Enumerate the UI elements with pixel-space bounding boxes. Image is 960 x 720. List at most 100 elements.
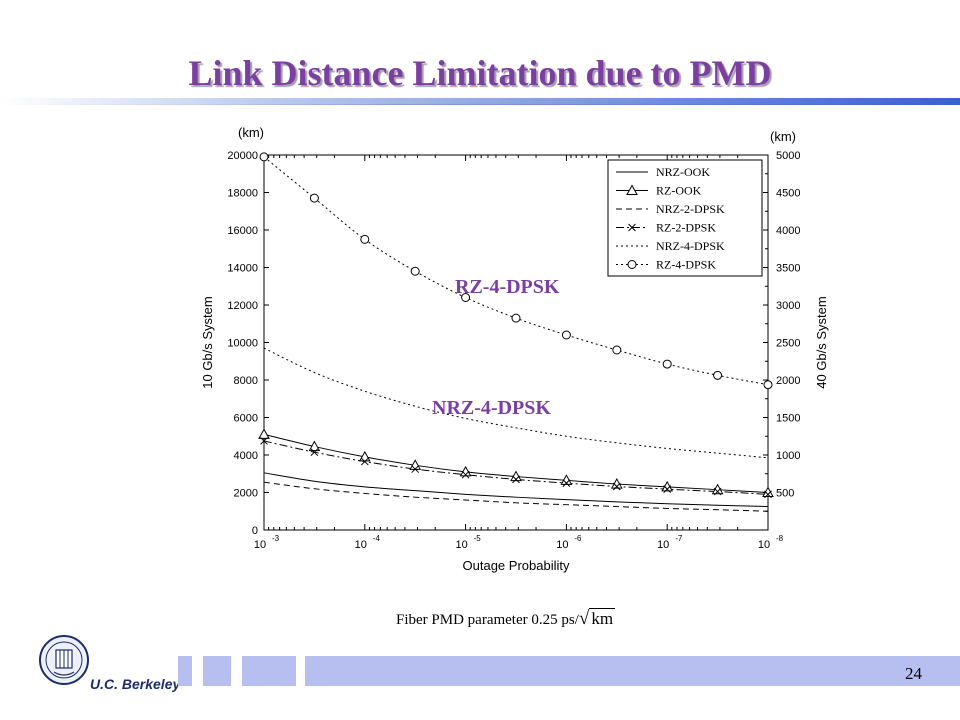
y-right-tick-label: 1500 bbox=[776, 413, 800, 425]
uc-berkeley-seal-icon bbox=[39, 635, 89, 685]
series-marker-rz-4-dpsk bbox=[461, 293, 471, 302]
annotation-label: NRZ-4-DPSK bbox=[432, 397, 551, 419]
series-marker-rz-4-dpsk bbox=[561, 330, 571, 340]
caption-sqrt-km: km bbox=[589, 608, 616, 628]
y-right-tick-label: 1000 bbox=[776, 450, 800, 462]
uc-berkeley-logo-text: U.C. Berkeley bbox=[90, 676, 181, 692]
y-left-tick-label: 4000 bbox=[234, 450, 258, 462]
x-tick-exponent: -5 bbox=[474, 534, 482, 543]
series-marker-rz-4-dpsk bbox=[713, 370, 723, 380]
legend-box bbox=[607, 159, 763, 277]
fiber-pmd-caption: Fiber PMD parameter 0.25 ps/√ km bbox=[396, 608, 616, 630]
series-marker-rz-4-dpsk bbox=[259, 152, 269, 162]
series-marker-rz-4-dpsk bbox=[662, 359, 672, 369]
x-tick-label: 10 bbox=[556, 539, 568, 551]
y-right-unit: (km) bbox=[770, 129, 796, 144]
series-marker-rz-ook bbox=[510, 470, 522, 482]
series-marker-rz-4-dpsk bbox=[410, 266, 420, 276]
x-tick-label: 10 bbox=[758, 539, 770, 551]
chart-axes bbox=[263, 154, 769, 531]
series-line-rz-ook bbox=[263, 433, 769, 493]
y-right-tick-label: 4500 bbox=[776, 188, 800, 200]
title-underline bbox=[0, 98, 960, 104]
chart-labels: 0 2000 4000 6000 8000 10000 12000 14000 16000 180… bbox=[200, 125, 829, 573]
y-left-tick-label: 12000 bbox=[227, 300, 258, 312]
sqrt-symbol: √ bbox=[578, 608, 590, 629]
footer-block-2 bbox=[203, 656, 231, 686]
series-marker-rz-4-dpsk bbox=[360, 234, 370, 244]
series-marker-rz-4-dpsk bbox=[309, 193, 319, 203]
series-marker-rz-4-dpsk bbox=[612, 345, 622, 355]
y-left-tick-label: 6000 bbox=[234, 413, 258, 425]
legend-label: RZ-4-DPSK bbox=[656, 258, 716, 272]
y-left-tick-label: 18000 bbox=[227, 188, 258, 200]
series-marker-rz-4-dpsk bbox=[511, 313, 521, 323]
series-line-rz-2-dpsk bbox=[263, 440, 769, 495]
y-left-tick-label: 14000 bbox=[227, 263, 258, 275]
x-tick-exponent: -3 bbox=[272, 534, 280, 543]
y-left-tick-label: 20000 bbox=[227, 150, 258, 162]
series-marker-rz-ook bbox=[308, 440, 321, 452]
annotation-label: RZ-4-DPSK bbox=[455, 276, 560, 298]
legend-marker-rz-2-dpsk bbox=[628, 223, 636, 232]
legend-label: RZ-2-DPSK bbox=[656, 221, 716, 235]
series-marker-rz-2-dpsk bbox=[562, 479, 571, 487]
x-tick-exponent: -8 bbox=[776, 534, 784, 543]
x-tick-label: 10 bbox=[355, 539, 367, 551]
footer-block-3 bbox=[242, 656, 296, 686]
y-left-unit: (km) bbox=[238, 125, 264, 140]
y-left-tick-label: 10000 bbox=[227, 338, 258, 350]
legend-label: NRZ-OOK bbox=[656, 165, 710, 179]
pmd-chart: 0 2000 4000 6000 8000 10000 12000 14000 16000 180… bbox=[200, 125, 829, 573]
series-marker-rz-4-dpsk bbox=[763, 380, 773, 390]
series-marker-rz-2-dpsk bbox=[260, 437, 268, 445]
series-marker-rz-ook bbox=[258, 428, 270, 439]
y-left-tick-label: 16000 bbox=[227, 225, 258, 237]
y-right-tick-label: 500 bbox=[776, 488, 794, 500]
series-marker-rz-2-dpsk bbox=[764, 490, 772, 499]
x-tick-exponent: -6 bbox=[574, 534, 582, 543]
y-right-axis-label: 40 Gb/s System bbox=[814, 296, 829, 388]
series-marker-rz-2-dpsk bbox=[612, 482, 621, 491]
y-right-tick-label: 2000 bbox=[776, 375, 800, 387]
series-marker-rz-2-dpsk bbox=[360, 457, 369, 466]
footer-block-1 bbox=[178, 656, 192, 686]
chart-markers bbox=[258, 152, 774, 499]
x-tick-exponent: -4 bbox=[373, 534, 381, 543]
series-marker-rz-2-dpsk bbox=[310, 448, 319, 457]
y-left-tick-label: 2000 bbox=[234, 488, 258, 500]
y-right-tick-label: 4000 bbox=[776, 225, 800, 237]
page-number: 24 bbox=[905, 664, 922, 683]
x-tick-label: 10 bbox=[657, 539, 669, 551]
legend-label: NRZ-4-DPSK bbox=[656, 239, 725, 253]
x-tick-label: 10 bbox=[455, 539, 467, 551]
series-marker-rz-ook bbox=[459, 465, 472, 477]
series-marker-rz-2-dpsk bbox=[512, 475, 520, 484]
series-line-nrz-ook bbox=[263, 472, 769, 508]
x-tick-exponent: -7 bbox=[675, 534, 683, 543]
series-marker-rz-ook bbox=[560, 474, 573, 485]
slide-title: Link Distance Limitation due to PMD bbox=[188, 53, 772, 93]
caption-text: Fiber PMD parameter 0.25 ps/ bbox=[396, 612, 579, 628]
series-marker-rz-2-dpsk bbox=[713, 487, 722, 496]
y-left-axis-label: 10 Gb/s System bbox=[200, 296, 215, 388]
y-right-tick-label: 3000 bbox=[776, 300, 800, 312]
y-left-tick-label: 8000 bbox=[234, 375, 258, 387]
series-line-nrz-4-dpsk bbox=[263, 347, 769, 459]
y-right-tick-label: 3500 bbox=[776, 263, 800, 275]
y-right-tick-label: 2500 bbox=[776, 338, 800, 350]
legend-marker-rz-ook bbox=[626, 184, 638, 195]
chart-legend: NRZ-OOK RZ-OOK NRZ-2-DPSK RZ-2-DPSK NRZ-4-DP… bbox=[607, 159, 763, 277]
footer-bar bbox=[305, 656, 960, 686]
legend-label: RZ-OOK bbox=[656, 184, 702, 198]
series-marker-rz-2-dpsk bbox=[663, 485, 672, 493]
x-tick-label: 10 bbox=[254, 539, 266, 551]
legend-marker-rz-4-dpsk bbox=[627, 260, 637, 269]
y-right-tick-label: 5000 bbox=[776, 150, 800, 162]
series-marker-rz-2-dpsk bbox=[411, 465, 420, 473]
series-marker-rz-2-dpsk bbox=[461, 470, 470, 479]
x-axis-label: Outage Probability bbox=[463, 558, 570, 573]
series-line-nrz-2-dpsk bbox=[263, 481, 769, 512]
y-left-tick-label: 0 bbox=[252, 525, 258, 537]
legend-label: NRZ-2-DPSK bbox=[656, 202, 725, 216]
